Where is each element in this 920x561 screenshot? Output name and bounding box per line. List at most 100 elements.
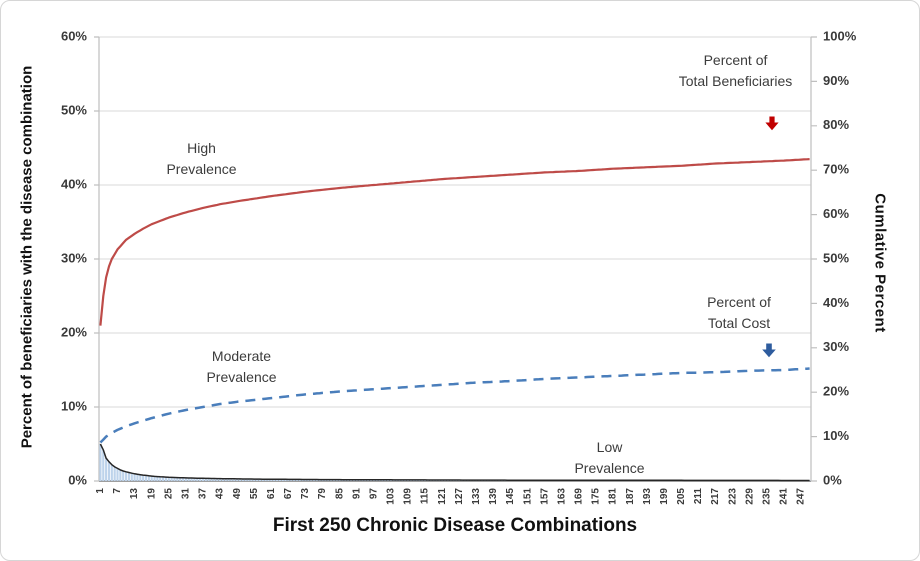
prevalence-bar — [159, 476, 162, 481]
prevalence-bar — [315, 479, 318, 481]
x-tick-label: 49 — [232, 488, 243, 500]
prevalence-bar — [170, 477, 173, 481]
prevalence-bar — [127, 472, 130, 481]
x-tick-label: 205 — [676, 488, 687, 505]
x-tick-label: 1 — [95, 488, 106, 494]
right-tick-label: 30% — [823, 339, 849, 354]
x-tick-label: 97 — [368, 488, 379, 500]
prevalence-bar — [264, 479, 267, 481]
prevalence-bar — [258, 479, 261, 481]
prevalence-bar — [176, 477, 179, 481]
prevalence-bar — [144, 475, 148, 481]
prevalence-bar — [218, 478, 222, 481]
x-tick-label: 139 — [488, 488, 499, 505]
right-tick-label: 40% — [823, 295, 849, 310]
x-tick-label: 73 — [300, 488, 311, 500]
right-tick-label: 90% — [823, 73, 849, 88]
total-cost-line — [99, 367, 810, 444]
prevalence-bar — [293, 479, 296, 481]
prevalence-bar — [275, 479, 279, 481]
x-tick-label: 19 — [146, 488, 157, 500]
x-tick-label: 127 — [454, 488, 465, 505]
x-tick-label: 109 — [403, 488, 414, 505]
prevalence-bar — [267, 479, 270, 481]
prevalence-bar — [130, 473, 133, 481]
prevalence-bar — [261, 479, 264, 481]
prevalence-bar — [298, 479, 301, 481]
prevalence-bar — [290, 479, 293, 481]
right-tick-label: 0% — [823, 472, 842, 487]
annotation-low-prevalence: Low Prevalence — [574, 439, 645, 476]
left-tick-label: 20% — [61, 324, 87, 339]
right-tick-label: 60% — [823, 206, 849, 221]
prevalence-bar — [150, 476, 153, 481]
prevalence-bar — [253, 479, 256, 481]
x-tick-label: 229 — [744, 488, 755, 505]
prevalence-bar — [213, 478, 216, 481]
prevalence-bar — [156, 476, 159, 481]
prevalence-bar — [124, 471, 128, 481]
right-tick-label: 70% — [823, 162, 849, 177]
prevalence-bar — [224, 478, 227, 481]
prevalence-bar — [139, 474, 142, 481]
x-tick-label: 247 — [796, 488, 807, 505]
x-tick-label: 157 — [539, 488, 550, 505]
x-tick-label: 175 — [591, 488, 602, 505]
prevalence-bar — [116, 468, 119, 481]
prevalence-bar — [113, 466, 116, 481]
annotation-percent-total-beneficiaries: Percent of Total Beneficiaries — [678, 52, 793, 89]
x-tick-label: 121 — [437, 488, 448, 505]
x-tick-label: 217 — [710, 488, 721, 505]
x-tick-label: 115 — [420, 488, 431, 505]
prevalence-bar — [216, 478, 219, 481]
prevalence-bar — [238, 478, 242, 481]
left-tick-label: 40% — [61, 176, 87, 191]
x-tick-label: 25 — [163, 488, 174, 500]
x-tick-label: 7 — [112, 488, 123, 494]
x-tick-label: 91 — [351, 488, 362, 500]
x-tick-label: 37 — [198, 488, 209, 500]
prevalence-bar — [295, 479, 299, 481]
right-axis-title: Cumlative Percent — [871, 193, 889, 333]
annotation-percent-total-cost: Percent of Total Cost — [707, 294, 771, 331]
right-tick-label: 20% — [823, 384, 849, 399]
x-tick-label: 193 — [642, 488, 653, 505]
left-tick-label: 0% — [68, 472, 87, 487]
prevalence-bar — [136, 474, 139, 481]
left-axis-title: Percent of beneficiaries with the diseas… — [18, 65, 36, 449]
x-tick-label: 241 — [779, 488, 790, 505]
red-down-arrow-icon — [765, 116, 779, 131]
prevalence-bar — [287, 479, 290, 481]
prevalence-bar — [278, 479, 281, 481]
total-beneficiaries-line — [99, 158, 810, 326]
prevalence-bar — [110, 464, 113, 481]
prevalence-bar — [142, 475, 145, 481]
x-tick-label: 169 — [574, 488, 585, 505]
left-tick-label: 30% — [61, 250, 87, 265]
left-tick-label: 10% — [61, 398, 87, 413]
prevalence-bar — [236, 478, 239, 481]
prevalence-bar — [99, 444, 102, 481]
prevalence-bar — [147, 475, 150, 481]
prevalence-bar — [270, 479, 273, 481]
prevalence-bar — [173, 477, 176, 481]
x-tick-label: 133 — [471, 488, 482, 505]
prevalence-bar — [184, 477, 187, 481]
x-tick-label: 103 — [386, 488, 397, 505]
prevalence-bar — [199, 478, 202, 481]
x-tick-label: 163 — [556, 488, 567, 505]
prevalence-bar — [119, 469, 122, 481]
prevalence-bar — [210, 478, 213, 481]
prevalence-bar — [307, 479, 310, 481]
prevalence-bar — [162, 476, 165, 481]
prevalence-bar — [227, 478, 230, 481]
prevalence-bar — [193, 478, 196, 481]
prevalence-bar — [107, 461, 111, 481]
prevalence-bar — [250, 479, 253, 481]
prevalence-bar — [284, 479, 287, 481]
right-tick-label: 100% — [823, 28, 857, 43]
x-tick-label: 67 — [283, 488, 294, 500]
annotation-high-prevalence: High Prevalence — [166, 140, 237, 177]
prevalence-bar — [312, 479, 316, 481]
